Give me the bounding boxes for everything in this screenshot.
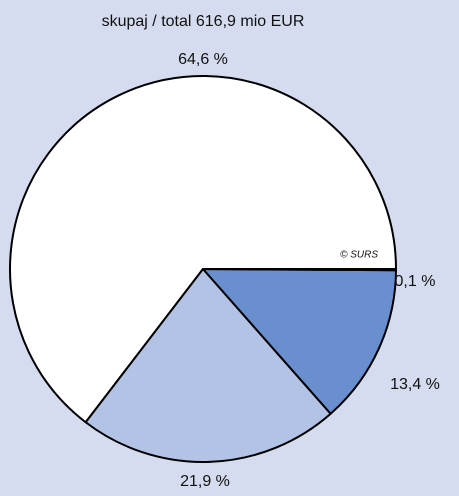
data-label: 64,6 % [178,51,228,68]
data-label: 13,4 % [390,376,440,393]
pie-slice [202,268,397,415]
chart-title: skupaj / total 616,9 mio EUR [102,13,305,30]
source-note: © SURS [340,250,378,261]
data-label: 0,1 % [395,273,436,290]
pie-slice [202,268,397,272]
pie-slice [84,268,332,463]
pie-slice [9,75,397,424]
data-label: 21,9 % [180,473,230,490]
